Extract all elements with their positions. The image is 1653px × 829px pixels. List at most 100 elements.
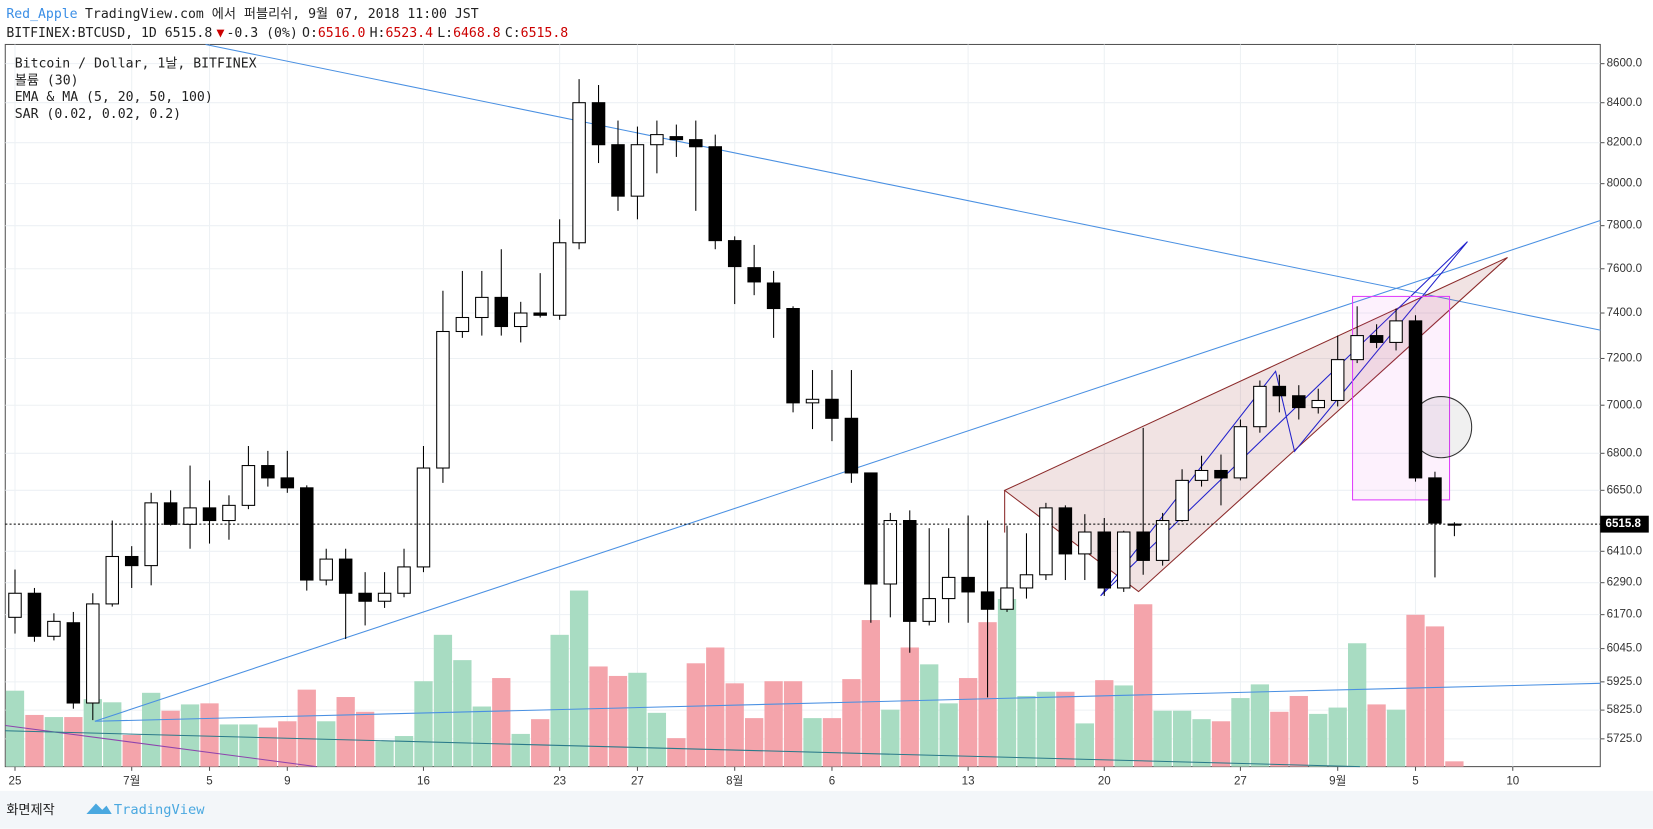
y-tick-label: 8400.0 bbox=[1607, 97, 1642, 109]
volume-bar bbox=[122, 734, 141, 767]
candle-body bbox=[455, 316, 470, 333]
candle-body bbox=[1214, 469, 1228, 479]
candle-body bbox=[1369, 335, 1384, 343]
x-tick-label: 16 bbox=[417, 775, 430, 787]
volume-bar bbox=[1095, 680, 1114, 767]
candle-body bbox=[747, 267, 761, 283]
volume-bar bbox=[142, 692, 161, 767]
volume-bar bbox=[161, 710, 180, 767]
axes: 5725.0 5825.0 5925.0 6045.0 6170.0 6290.0 6410… bbox=[5, 58, 1649, 787]
volume-bar bbox=[958, 678, 978, 767]
volume-bar bbox=[1231, 698, 1250, 767]
candle-body bbox=[1116, 531, 1131, 589]
header-line-2: BITFINEX:BTCUSD, 1D 6515.8 ▼ -0.3 (0%) O:65… bbox=[6, 26, 568, 41]
volume-bar bbox=[608, 675, 628, 767]
volume-bar bbox=[375, 741, 394, 767]
volume-bar bbox=[355, 711, 375, 767]
y-tick-label: 8200.0 bbox=[1607, 137, 1642, 149]
volume-bar bbox=[433, 634, 453, 767]
header-line-1: Red_Apple TradingView.com 에서 퍼블리쉬, 9월 07,… bbox=[6, 6, 478, 22]
candle-body bbox=[47, 620, 61, 637]
volume-bar bbox=[667, 738, 686, 767]
symbol: BITFINEX:BTCUSD, 1D 6515.8 bbox=[6, 26, 212, 41]
volume-layer bbox=[5, 590, 1464, 767]
candles bbox=[8, 79, 1462, 721]
volume-bar bbox=[64, 717, 83, 767]
y-tick-label: 5725.0 bbox=[1607, 733, 1642, 745]
volume-bar bbox=[25, 714, 44, 767]
footer-bar bbox=[0, 790, 1653, 829]
volume-bar bbox=[1153, 710, 1172, 767]
open-value: 6516.0 bbox=[318, 26, 366, 41]
candle-body bbox=[163, 502, 178, 525]
volume-bar bbox=[1348, 643, 1367, 767]
volume-bar bbox=[1114, 685, 1133, 767]
indicator-label: Bitcoin / Dollar, 1날, BITFINEX bbox=[15, 55, 257, 71]
volume-bar bbox=[997, 598, 1017, 767]
volume-bar bbox=[1056, 691, 1075, 767]
volume-bar bbox=[550, 634, 569, 767]
candle-body bbox=[727, 240, 742, 268]
candle-body bbox=[1292, 395, 1306, 409]
y-tick-label: 6800.0 bbox=[1607, 447, 1642, 459]
y-tick-label: 6410.0 bbox=[1607, 545, 1642, 557]
volume-bar bbox=[842, 679, 861, 767]
volume-bar bbox=[1328, 707, 1347, 767]
candle-body bbox=[864, 472, 878, 585]
candle-body bbox=[124, 555, 139, 567]
candle-body bbox=[1078, 531, 1092, 555]
volume-bar bbox=[1406, 614, 1425, 767]
volume-bar bbox=[472, 706, 491, 767]
change-arrow: ▼ bbox=[216, 26, 224, 41]
x-tick-label: 5 bbox=[1412, 775, 1418, 787]
low-value: 6468.8 bbox=[453, 26, 501, 41]
volume-bar bbox=[881, 709, 900, 767]
indicator-label: EMA & MA (5, 20, 50, 100) bbox=[15, 90, 213, 105]
y-tick-label: 5925.0 bbox=[1607, 676, 1642, 688]
candle-body bbox=[552, 242, 567, 316]
author[interactable]: Red_Apple bbox=[6, 7, 77, 22]
candle-body bbox=[1155, 520, 1170, 561]
volume-bar bbox=[297, 689, 316, 767]
candle-body bbox=[261, 465, 275, 479]
candle-body bbox=[1136, 531, 1150, 561]
volume-bar bbox=[1367, 704, 1386, 767]
volume-bar bbox=[745, 718, 764, 767]
volume-bar bbox=[822, 718, 842, 767]
candle-body bbox=[883, 520, 898, 585]
footer-brand[interactable]: TradingView bbox=[114, 802, 205, 818]
candle-body bbox=[1039, 507, 1053, 576]
candle-body bbox=[572, 102, 586, 244]
x-tick-label: 27 bbox=[631, 775, 644, 787]
candle-body bbox=[669, 136, 684, 141]
volume-bar bbox=[803, 718, 822, 767]
candle-body bbox=[844, 417, 859, 474]
candle-body bbox=[1311, 399, 1325, 409]
volume-bar bbox=[569, 590, 589, 767]
candle-body bbox=[708, 146, 723, 242]
o-label: O: bbox=[302, 26, 318, 41]
y-tick-label: 7200.0 bbox=[1607, 353, 1642, 365]
y-tick-label: 8000.0 bbox=[1607, 178, 1642, 190]
candle-body bbox=[1253, 385, 1267, 428]
candle-body bbox=[494, 296, 509, 328]
close-value: 6515.8 bbox=[521, 26, 569, 41]
x-tick-label: 9월 bbox=[1329, 774, 1346, 787]
volume-bar bbox=[1075, 723, 1094, 767]
volume-bar bbox=[278, 721, 297, 767]
candle-body bbox=[183, 507, 197, 525]
volume-bar bbox=[336, 697, 355, 767]
candle-body bbox=[1408, 320, 1423, 479]
volume-bar bbox=[492, 678, 511, 767]
y-tick-label: 5825.0 bbox=[1607, 704, 1642, 716]
candle-body bbox=[1330, 359, 1345, 402]
y-tick-label: 6170.0 bbox=[1607, 609, 1642, 621]
volume-bar bbox=[783, 681, 803, 767]
candle-body bbox=[1350, 335, 1364, 361]
candle-body bbox=[280, 477, 295, 489]
candle-body bbox=[241, 465, 256, 506]
candle-body bbox=[1058, 507, 1073, 555]
candle-body bbox=[358, 592, 372, 602]
volume-bar bbox=[394, 736, 414, 767]
volume-bar bbox=[939, 703, 958, 767]
